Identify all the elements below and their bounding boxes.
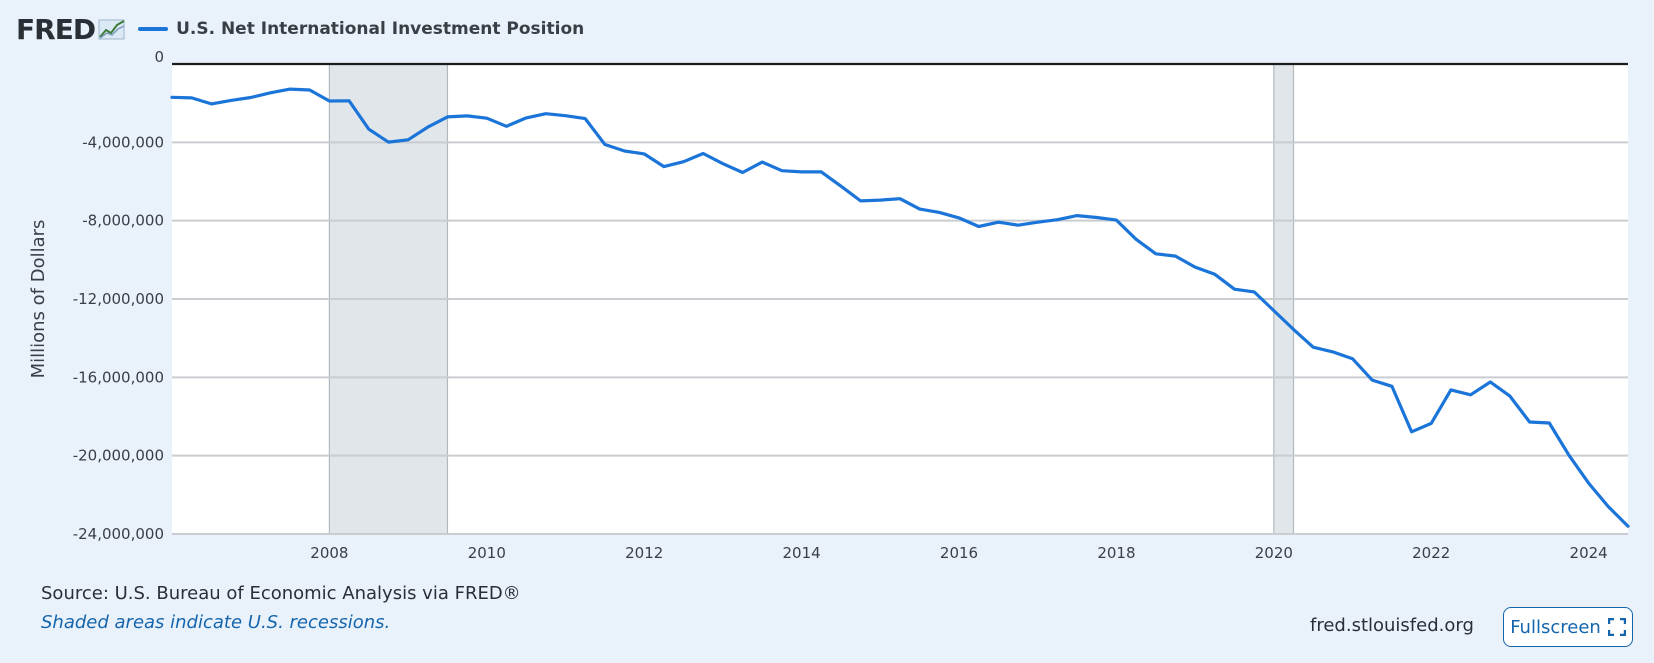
- chart-legend: U.S. Net International Investment Positi…: [138, 19, 584, 39]
- y-tick-label-0: 0: [154, 48, 164, 66]
- fullscreen-label: Fullscreen: [1510, 616, 1601, 638]
- y-tick-label-5: -20,000,000: [73, 447, 164, 465]
- source-note: Source: U.S. Bureau of Economic Analysis…: [41, 583, 521, 604]
- site-url-link[interactable]: fred.stlouisfed.org: [1310, 615, 1474, 636]
- fullscreen-button[interactable]: Fullscreen: [1503, 607, 1633, 647]
- x-tick-label-5: 2018: [1097, 544, 1135, 562]
- gridlines: [172, 62, 1628, 535]
- x-tick-label-6: 2020: [1255, 544, 1293, 562]
- x-axis-ticks: 2008 2010 2012 2014 2016 2018 2020 2022 2024: [310, 544, 1607, 562]
- fred-logo-graph-icon: [98, 19, 125, 40]
- y-axis-label: Millions of Dollars: [28, 220, 49, 379]
- y-axis-ticks: 0 -4,000,000 -8,000,000 -12,000,000 -16,000,…: [73, 48, 164, 543]
- fred-logo-text: FRED: [16, 12, 96, 46]
- legend-series-swatch: [138, 27, 169, 31]
- x-tick-label-8: 2024: [1570, 544, 1608, 562]
- x-tick-label-3: 2014: [783, 544, 821, 562]
- series-line[interactable]: [170, 87, 1630, 528]
- x-tick-label-0: 2008: [310, 544, 348, 562]
- expand-corners-icon: [1607, 618, 1626, 636]
- y-tick-label-6: -24,000,000: [73, 525, 164, 543]
- y-tick-label-2: -8,000,000: [82, 212, 164, 230]
- x-tick-label-2: 2012: [625, 544, 663, 562]
- chart-header: FRED U.S. Net International Investment P…: [16, 12, 584, 46]
- y-tick-label-3: -12,000,000: [73, 290, 164, 308]
- y-tick-label-4: -16,000,000: [73, 368, 164, 386]
- fred-logo[interactable]: FRED: [16, 13, 126, 46]
- recession-note: Shaded areas indicate U.S. recessions.: [41, 612, 391, 633]
- x-tick-label-4: 2016: [940, 544, 978, 562]
- line-chart: 0 -4,000,000 -8,000,000 -12,000,000 -16,000,…: [28, 48, 1630, 562]
- x-tick-label-1: 2010: [468, 544, 506, 562]
- x-tick-label-7: 2022: [1412, 544, 1450, 562]
- legend-series-label: U.S. Net International Investment Positi…: [176, 19, 585, 39]
- y-tick-label-1: -4,000,000: [82, 133, 164, 151]
